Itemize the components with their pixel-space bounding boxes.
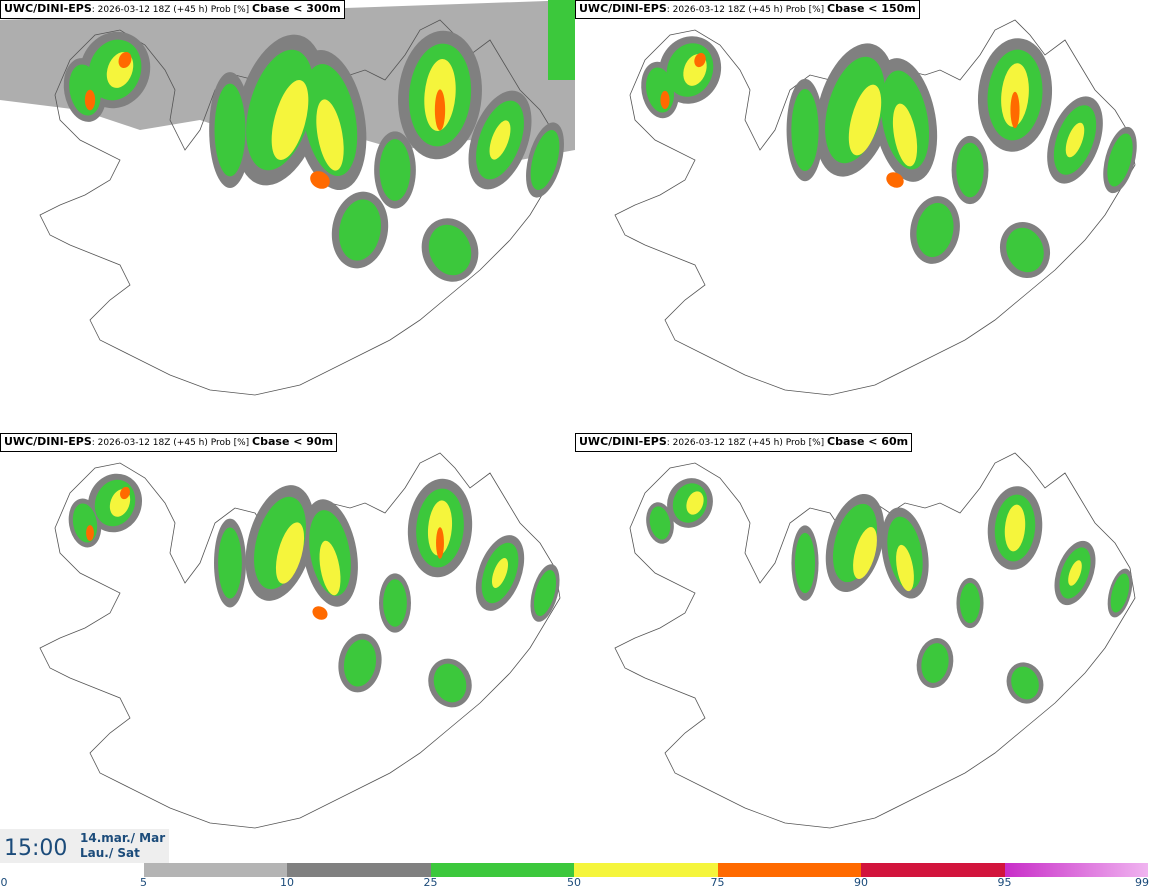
panel-title: UWC/DINI-EPS: 2026-03-12 18Z (+45 h) Pro… xyxy=(575,0,920,19)
colorbar-segment xyxy=(0,863,144,877)
valid-date: 14.mar./ Mar xyxy=(80,831,166,845)
threshold-label: Cbase < 300m xyxy=(252,2,341,15)
valid-time: 15:00 xyxy=(4,836,68,861)
probability-area-25-50 xyxy=(791,89,819,171)
run-info: : 2026-03-12 18Z (+45 h) Prob [%] xyxy=(666,5,825,15)
colorbar-segment xyxy=(143,863,287,877)
probability-area-25-50 xyxy=(916,202,954,258)
colorbar-tick-label: 75 xyxy=(710,876,725,889)
probability-area-25-50 xyxy=(383,579,407,627)
probability-area-25-50 xyxy=(956,142,984,198)
coastline xyxy=(39,19,561,396)
probability-area-25-50 xyxy=(649,506,671,540)
probability-area-25-50 xyxy=(428,224,472,276)
probability-area-50-75 xyxy=(686,491,704,515)
probability-area-50-75 xyxy=(892,103,918,167)
colorbar-tick-label: 0 xyxy=(0,876,8,889)
colorbar-segment xyxy=(861,863,1005,877)
probability-area-50-75 xyxy=(316,99,344,171)
probability-area-50-75 xyxy=(489,120,511,160)
probability-area-75-90 xyxy=(886,172,904,188)
probability-area-25-50 xyxy=(921,643,949,683)
probability-area-50-75 xyxy=(319,540,341,596)
probability-area-50-75 xyxy=(1065,122,1085,158)
panel-title: UWC/DINI-EPS: 2026-03-12 18Z (+45 h) Pro… xyxy=(0,0,345,19)
probability-area-25-50 xyxy=(1107,133,1133,187)
valid-day: Lau./ Sat xyxy=(80,846,140,860)
probability-area-50-75 xyxy=(491,557,509,589)
iceland-map xyxy=(614,19,1137,396)
iceland-map xyxy=(39,452,561,829)
probability-area-50-75 xyxy=(1068,560,1082,586)
coastline xyxy=(614,452,1136,829)
probability-area-50-75 xyxy=(896,544,914,592)
run-info: : 2026-03-12 18Z (+45 h) Prob [%] xyxy=(91,438,250,448)
iceland-map xyxy=(614,452,1136,829)
colorbar-tick-label: 99 xyxy=(1135,876,1149,889)
map-panel-2: UWC/DINI-EPS: 2026-03-12 18Z (+45 h) Pro… xyxy=(575,0,1150,430)
colorbar-tick-label: 25 xyxy=(423,876,438,889)
probability-area-25-50 xyxy=(343,639,377,687)
colorbar-tick-label: 10 xyxy=(280,876,294,889)
probability-area-25-50 xyxy=(1006,227,1044,273)
probability-area-75-90 xyxy=(120,486,130,500)
threshold-label: Cbase < 150m xyxy=(827,2,916,15)
run-info: : 2026-03-12 18Z (+45 h) Prob [%] xyxy=(666,438,825,448)
map-panel-1: UWC/DINI-EPS: 2026-03-12 18Z (+45 h) Pro… xyxy=(0,0,575,430)
probability-area-25-50 xyxy=(530,129,560,191)
panel-title: UWC/DINI-EPS: 2026-03-12 18Z (+45 h) Pro… xyxy=(0,433,338,452)
probability-area-75-90 xyxy=(434,89,446,131)
colorbar-segment xyxy=(287,863,431,877)
colorbar-tick-label: 95 xyxy=(997,876,1012,889)
probability-area-25-50 xyxy=(1011,666,1039,700)
map-panel-3: UWC/DINI-EPS: 2026-03-12 18Z (+45 h) Pro… xyxy=(0,433,575,863)
probability-area-75-90 xyxy=(84,89,96,111)
colorbar-tick-label: 5 xyxy=(140,876,147,889)
probability-area-50-75 xyxy=(853,526,877,580)
probability-area-25-50 xyxy=(533,569,557,617)
probability-area-75-90 xyxy=(694,52,706,68)
probability-area-50-75 xyxy=(271,80,309,160)
probability-area-25-50 xyxy=(959,582,981,624)
offshore-green-patch xyxy=(548,0,575,80)
probability-area-50-75 xyxy=(275,522,305,584)
probability-area-25-50 xyxy=(214,83,246,177)
threshold-label: Cbase < 60m xyxy=(827,435,909,448)
probability-area-25-50 xyxy=(1110,573,1130,613)
colorbar-segment xyxy=(574,863,718,877)
model-name: UWC/DINI-EPS xyxy=(579,435,667,448)
colorbar-segment xyxy=(717,863,861,877)
map-panel-4: UWC/DINI-EPS: 2026-03-12 18Z (+45 h) Pro… xyxy=(575,433,1150,863)
probability-area-75-90 xyxy=(312,606,328,620)
colorbar-tick-label: 90 xyxy=(854,876,868,889)
model-name: UWC/DINI-EPS xyxy=(4,435,92,448)
probability-area-75-90 xyxy=(436,527,444,559)
coastline xyxy=(614,19,1136,396)
probability-area-50-75 xyxy=(1004,504,1026,552)
probability-area-75-90 xyxy=(1010,91,1020,129)
probability-area-25-50 xyxy=(794,532,816,594)
colorbar-tick-label: 50 xyxy=(567,876,581,889)
probability-area-50-75 xyxy=(848,84,882,156)
probability-area-75-90 xyxy=(660,90,670,110)
valid-time-box: 15:00 14.mar./ Mar Lau./ Sat xyxy=(0,829,169,863)
probability-area-25-50 xyxy=(218,527,242,599)
run-info: : 2026-03-12 18Z (+45 h) Prob [%] xyxy=(91,5,250,15)
model-name: UWC/DINI-EPS xyxy=(579,2,667,15)
threshold-label: Cbase < 90m xyxy=(252,435,334,448)
panel-title: UWC/DINI-EPS: 2026-03-12 18Z (+45 h) Pro… xyxy=(575,433,913,452)
iceland-map xyxy=(0,0,575,396)
colorbar-segment xyxy=(430,863,574,877)
probability-area-75-90 xyxy=(118,51,132,69)
probability-area-25-50 xyxy=(433,663,467,703)
coastline xyxy=(39,452,561,829)
probability-area-75-90 xyxy=(86,525,94,541)
probability-area-25-50 xyxy=(379,139,411,201)
colorbar-segment xyxy=(1004,863,1148,877)
probability-area-25-50 xyxy=(339,199,381,261)
probability-area-75-90 xyxy=(310,171,330,189)
model-name: UWC/DINI-EPS xyxy=(4,2,92,15)
